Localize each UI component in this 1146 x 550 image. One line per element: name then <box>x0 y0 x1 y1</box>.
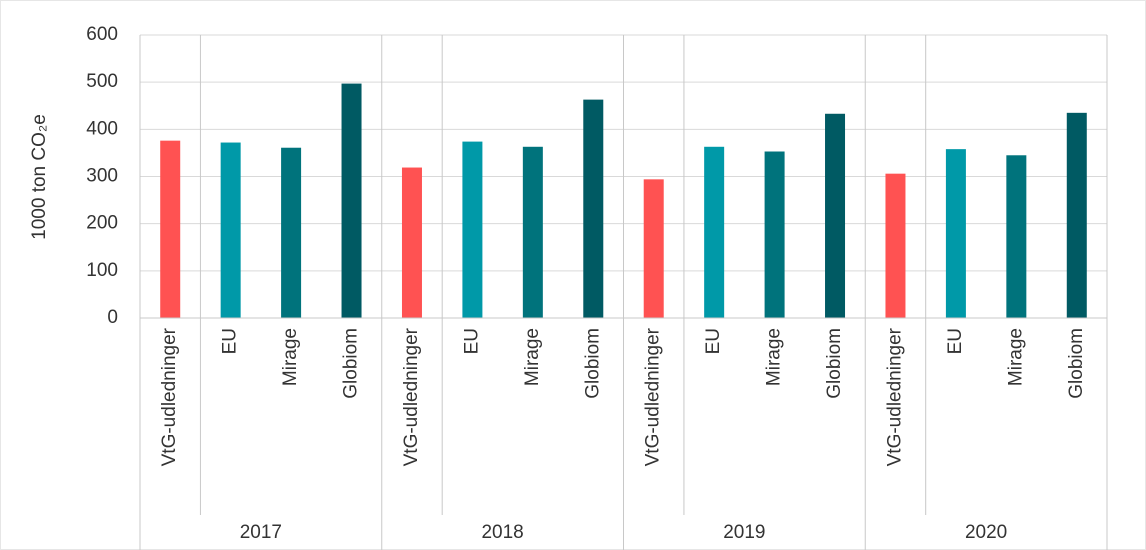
x-tick-label: EU <box>220 328 241 354</box>
group-label: 2018 <box>481 522 523 543</box>
x-tick-label: Mirage <box>280 328 301 386</box>
x-tick-label: Globiom <box>824 328 845 399</box>
group-label: 2019 <box>723 522 765 543</box>
x-tick-label: VtG-udledninger <box>159 327 180 466</box>
x-tick-label: VtG-udledninger <box>884 327 905 466</box>
bar <box>341 83 362 318</box>
bar <box>885 173 906 318</box>
bar <box>704 146 725 318</box>
bar <box>401 167 422 318</box>
x-tick-label: Mirage <box>522 328 543 386</box>
bar <box>220 142 241 318</box>
y-tick-label: 100 <box>86 260 118 281</box>
x-tick-label: VtG-udledninger <box>401 327 422 466</box>
bar <box>825 113 846 318</box>
x-tick-label: EU <box>945 328 966 354</box>
x-tick-label: VtG-udledninger <box>643 327 664 466</box>
bar <box>764 151 785 318</box>
x-tick-label: EU <box>461 328 482 354</box>
bar <box>945 149 966 318</box>
bar <box>281 147 302 318</box>
x-tick-label: EU <box>703 328 724 354</box>
y-tick-label: 600 <box>86 24 118 45</box>
x-tick-label: Mirage <box>1005 328 1026 386</box>
bar <box>643 179 664 318</box>
y-axis-label: 1000 ton CO₂e <box>29 114 50 240</box>
bar <box>1006 155 1027 318</box>
group-label: 2017 <box>240 522 282 543</box>
bar <box>462 141 483 318</box>
y-tick-label: 300 <box>86 166 118 187</box>
x-tick-label: Globiom <box>582 328 603 399</box>
group-label: 2020 <box>965 522 1007 543</box>
bar <box>160 140 181 318</box>
x-tick-label: Globiom <box>1066 328 1087 399</box>
x-tick-label: Mirage <box>764 328 785 386</box>
y-tick-label: 500 <box>86 71 118 92</box>
y-tick-label: 400 <box>86 118 118 139</box>
y-tick-label: 200 <box>86 213 118 234</box>
x-tick-label: Globiom <box>341 328 362 399</box>
bar <box>583 99 604 318</box>
bar <box>522 146 543 318</box>
y-tick-label: 0 <box>107 307 118 328</box>
bar <box>1066 112 1087 318</box>
